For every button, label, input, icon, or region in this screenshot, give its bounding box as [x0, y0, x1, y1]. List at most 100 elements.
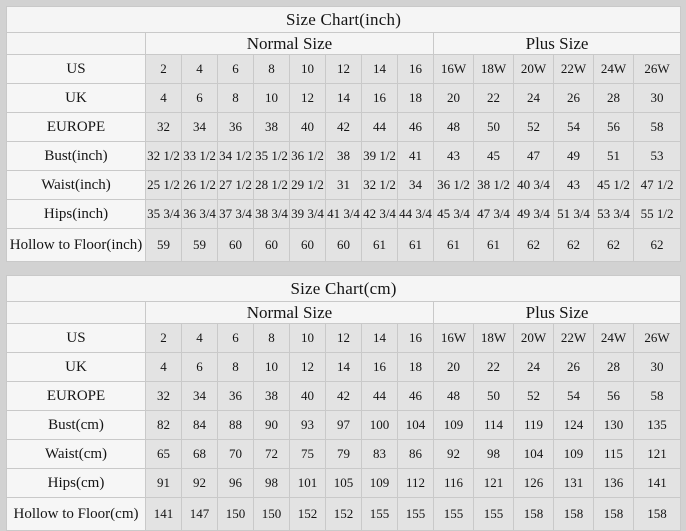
size-cell: 116 [433, 468, 474, 498]
size-cell: 26W [632, 323, 682, 353]
size-cell: 12 [325, 323, 362, 353]
size-cell: 68 [181, 439, 218, 469]
size-cell: 41 3/4 [325, 199, 362, 229]
size-cell: 109 [361, 468, 398, 498]
row-label: Hollow to Floor(inch) [6, 228, 146, 262]
size-cell: 60 [289, 228, 326, 262]
size-cell: 155 [397, 497, 434, 531]
size-cell: 155 [433, 497, 474, 531]
size-cell: 38 [253, 112, 290, 142]
size-cell: 26W [632, 54, 682, 84]
size-cell: 14 [361, 323, 398, 353]
size-cell: 58 [632, 381, 682, 411]
size-cell: 6 [217, 54, 254, 84]
size-cell: 104 [513, 439, 554, 469]
size-cell: 24W [593, 54, 634, 84]
size-cell: 35 3/4 [145, 199, 182, 229]
row-label: Hips(cm) [6, 468, 146, 498]
size-cell: 54 [553, 381, 594, 411]
size-cell: 20W [513, 54, 554, 84]
size-cell: 32 [145, 381, 182, 411]
size-cell: 26 1/2 [181, 170, 218, 200]
size-cell: 49 3/4 [513, 199, 554, 229]
table-row: Waist(inch) 25 1/2 26 1/2 27 1/2 28 1/2 29 1/… [6, 170, 682, 200]
size-cell: 47 1/2 [632, 170, 682, 200]
table-title: Size Chart(inch) [5, 6, 682, 33]
table-row: UK 4 6 8 10 12 14 16 18 20 22 24 26 28 30 [6, 83, 682, 113]
size-cell: 14 [361, 54, 398, 84]
size-cell: 60 [253, 228, 290, 262]
size-cell: 18W [473, 54, 514, 84]
size-cell: 50 [473, 112, 514, 142]
size-cell: 4 [181, 323, 218, 353]
size-cell: 88 [217, 410, 254, 440]
size-cell: 22W [553, 54, 594, 84]
size-cell: 16 [397, 323, 434, 353]
size-cell: 121 [632, 439, 682, 469]
size-cell: 10 [253, 352, 290, 382]
size-cell: 49 [553, 141, 594, 171]
table-row: Bust(inch) 32 1/2 33 1/2 34 1/2 35 1/2 36 1/2… [6, 141, 682, 171]
table-row: Waist(cm) 65 68 70 72 75 79 83 86 92 98 104 109 115 12… [6, 439, 682, 469]
size-cell: 62 [593, 228, 634, 262]
size-cell: 43 [553, 170, 594, 200]
size-cell: 150 [217, 497, 254, 531]
table-row: US 2 4 6 8 10 12 14 16 16W 18W 20W 22W 24W 26W [6, 323, 682, 353]
size-cell: 8 [253, 54, 290, 84]
size-cell: 18 [397, 352, 434, 382]
row-label: Bust(inch) [6, 141, 146, 171]
size-cell: 84 [181, 410, 218, 440]
size-cell: 10 [289, 54, 326, 84]
size-cell: 72 [253, 439, 290, 469]
size-cell: 141 [632, 468, 682, 498]
size-cell: 18W [473, 323, 514, 353]
corner-cell [6, 301, 146, 324]
size-cell: 51 3/4 [553, 199, 594, 229]
size-cell: 36 1/2 [433, 170, 474, 200]
table-title-row: Size Chart(cm) [5, 275, 682, 302]
size-cell: 32 1/2 [361, 170, 398, 200]
size-cell: 12 [289, 83, 326, 113]
size-cell: 90 [253, 410, 290, 440]
size-cell: 152 [289, 497, 326, 531]
table-title-row: Size Chart(inch) [5, 6, 682, 33]
size-cell: 104 [397, 410, 434, 440]
group-header-row: Normal Size Plus Size [6, 32, 682, 55]
size-cell: 56 [593, 381, 634, 411]
size-cell: 18 [397, 83, 434, 113]
size-cell: 158 [553, 497, 594, 531]
size-cell: 31 [325, 170, 362, 200]
row-label: Waist(cm) [6, 439, 146, 469]
size-cell: 8 [217, 83, 254, 113]
size-cell: 55 1/2 [632, 199, 682, 229]
size-cell: 41 [397, 141, 434, 171]
size-cell: 61 [397, 228, 434, 262]
size-cell: 30 [632, 352, 682, 382]
size-cell: 47 [513, 141, 554, 171]
size-cell: 42 3/4 [361, 199, 398, 229]
size-cell: 65 [145, 439, 182, 469]
size-cell: 6 [217, 323, 254, 353]
size-cell: 135 [632, 410, 682, 440]
size-cell: 60 [217, 228, 254, 262]
size-cell: 54 [553, 112, 594, 142]
table-row: Bust(cm) 82 84 88 90 93 97 100 104 109 114 119 124 13… [6, 410, 682, 440]
size-cell: 59 [145, 228, 182, 262]
size-cell: 2 [145, 54, 182, 84]
size-cell: 48 [433, 112, 474, 142]
size-cell: 158 [632, 497, 682, 531]
group-header-row: Normal Size Plus Size [6, 301, 682, 324]
size-cell: 16 [397, 54, 434, 84]
size-cell: 45 1/2 [593, 170, 634, 200]
table-row: UK 4 6 8 10 12 14 16 18 20 22 24 26 28 30 [6, 352, 682, 382]
size-cell: 62 [632, 228, 682, 262]
size-cell: 33 1/2 [181, 141, 218, 171]
size-cell: 8 [217, 352, 254, 382]
group-header: Normal Size [145, 32, 434, 55]
size-cell: 43 [433, 141, 474, 171]
size-cell: 38 1/2 [473, 170, 514, 200]
size-cell: 16W [433, 54, 474, 84]
size-cell: 58 [632, 112, 682, 142]
size-cell: 20 [433, 83, 474, 113]
